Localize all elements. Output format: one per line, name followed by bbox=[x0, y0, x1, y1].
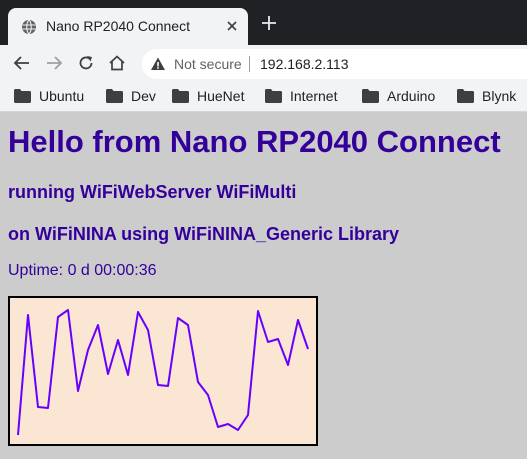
address-bar[interactable]: Not secure 192.168.2.113 bbox=[142, 49, 527, 79]
page-heading: Hello from Nano RP2040 Connect bbox=[8, 124, 501, 159]
chart-series bbox=[17, 309, 309, 436]
bookmark-label: Dev bbox=[131, 88, 156, 104]
tab-title: Nano RP2040 Connect bbox=[46, 18, 190, 34]
browser-toolbar: Not secure 192.168.2.113 bbox=[0, 45, 527, 81]
series-line bbox=[17, 309, 309, 436]
bookmark-label: Ubuntu bbox=[39, 88, 85, 104]
globe-icon bbox=[22, 19, 36, 35]
security-label[interactable]: Not secure bbox=[174, 56, 242, 72]
page-content: Hello from Nano RP2040 Connect running W… bbox=[0, 112, 527, 459]
browser-tab[interactable]: Nano RP2040 Connect bbox=[8, 8, 248, 45]
folder-icon bbox=[457, 89, 474, 103]
bookmark-ubuntu[interactable]: Ubuntu bbox=[14, 87, 84, 105]
bookmark-internet[interactable]: Internet bbox=[265, 87, 337, 105]
uptime-text: Uptime: 0 d 00:00:36 bbox=[8, 262, 157, 279]
bookmark-huenet[interactable]: HueNet bbox=[172, 87, 244, 105]
bookmark-label: Internet bbox=[290, 88, 338, 104]
warning-icon[interactable] bbox=[150, 56, 166, 72]
folder-icon bbox=[14, 89, 31, 103]
forward-arrow-icon[interactable] bbox=[45, 54, 63, 72]
subheading-library: on WiFiNINA using WiFiNINA_Generic Libra… bbox=[8, 224, 400, 244]
bookmark-dev[interactable]: Dev bbox=[106, 87, 156, 105]
folder-icon bbox=[362, 89, 379, 103]
chart-background bbox=[8, 296, 318, 446]
divider bbox=[249, 56, 250, 72]
bookmark-arduino[interactable]: Arduino bbox=[362, 87, 435, 105]
home-icon[interactable] bbox=[108, 54, 126, 72]
tab-bar: Nano RP2040 Connect bbox=[0, 0, 527, 45]
folder-icon bbox=[265, 89, 282, 103]
reload-icon[interactable] bbox=[77, 54, 95, 72]
folder-icon bbox=[106, 89, 123, 103]
new-tab-icon[interactable] bbox=[260, 14, 278, 32]
subheading-server: running WiFiWebServer WiFiMulti bbox=[8, 182, 297, 202]
bookmark-label: HueNet bbox=[197, 88, 245, 104]
bookmark-blynk[interactable]: Blynk bbox=[457, 87, 516, 105]
line-chart bbox=[8, 296, 318, 446]
close-tab-icon[interactable] bbox=[224, 18, 240, 34]
back-arrow-icon[interactable] bbox=[13, 54, 31, 72]
bookmark-label: Blynk bbox=[482, 88, 517, 104]
bookmark-label: Arduino bbox=[387, 88, 436, 104]
url-text[interactable]: 192.168.2.113 bbox=[260, 56, 349, 72]
folder-icon bbox=[172, 89, 189, 103]
bookmarks-bar: Ubuntu Dev HueNet Internet Arduino Blynk bbox=[0, 81, 527, 112]
